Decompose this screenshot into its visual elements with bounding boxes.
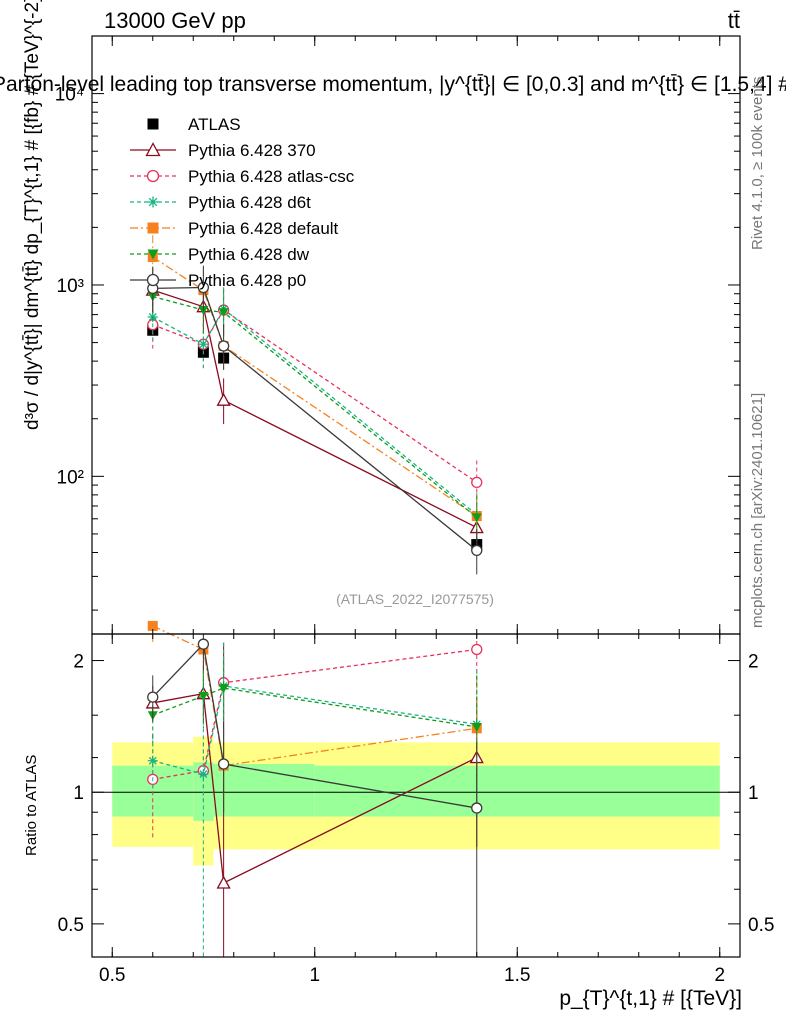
series-point-6-3 bbox=[472, 545, 482, 555]
ratio-tick-label-right-2: 2 bbox=[748, 652, 759, 673]
legend-label-4: Pythia 6.428 default bbox=[188, 219, 339, 238]
series-line-2 bbox=[153, 310, 477, 482]
side-label-bottom: mcplots.cern.ch [arXiv:2401.10621] bbox=[749, 393, 766, 628]
chart-title: Parton-level leading top transverse mome… bbox=[0, 73, 786, 96]
ratio-point-6-0 bbox=[148, 692, 158, 702]
x-tick-label-3: 2 bbox=[714, 965, 725, 986]
x-tick-label-0: 0.5 bbox=[99, 965, 125, 986]
x-tick-label-2: 1.5 bbox=[504, 965, 530, 986]
ratio-y-axis-label: Ratio to ATLAS bbox=[23, 755, 40, 856]
legend-label-2: Pythia 6.428 atlas-csc bbox=[188, 167, 355, 186]
x-tick-label-1: 1 bbox=[309, 965, 320, 986]
ratio-point-6-3 bbox=[472, 803, 482, 813]
ratio-tick-label-right-1: 1 bbox=[748, 783, 759, 804]
y-tick-label-0: 10² bbox=[57, 467, 84, 488]
legend-marker-6 bbox=[148, 275, 159, 286]
series-line-1 bbox=[153, 290, 477, 527]
y-tick-label-2: 10⁴ bbox=[55, 85, 84, 106]
legend-marker-2 bbox=[148, 171, 159, 182]
legend-marker-4 bbox=[148, 223, 159, 234]
legend-marker-0 bbox=[148, 119, 159, 130]
ratio-tick-label-1: 1 bbox=[73, 783, 84, 804]
legend-marker-3 bbox=[148, 197, 159, 208]
ratio-tick-label-0: 0.5 bbox=[58, 915, 84, 936]
legend-label-3: Pythia 6.428 d6t bbox=[188, 193, 311, 212]
y-axis-label: d³σ / d|y^{tt̄}| dm^{tt̄} dp_{T}^{t,1} #… bbox=[22, 0, 43, 430]
legend-label-1: Pythia 6.428 370 bbox=[188, 141, 316, 160]
legend-label-6: Pythia 6.428 p0 bbox=[188, 271, 306, 290]
chart-figure: 13000 GeV pp tt̄ Parton-level leading to… bbox=[0, 0, 786, 1024]
series-point-1-2 bbox=[218, 394, 230, 405]
ratio-tick-label-2: 2 bbox=[73, 652, 84, 673]
ratio-tick-label-right-0: 0.5 bbox=[748, 915, 774, 936]
x-axis-label: p_{T}^{t,1} # [{TeV}] bbox=[559, 987, 742, 1010]
header-right: tt̄ bbox=[728, 8, 740, 33]
y-tick-label-1: 10³ bbox=[57, 276, 84, 297]
inner-band-2 bbox=[214, 764, 315, 816]
series-point-3-1 bbox=[198, 339, 208, 349]
side-label-top: Rivet 4.1.0, ≥ 100k events bbox=[749, 77, 766, 250]
series-point-2-3 bbox=[472, 477, 482, 487]
ratio-point-3-1 bbox=[198, 769, 208, 779]
ratio-point-6-1 bbox=[198, 639, 208, 649]
ratio-point-3-0 bbox=[148, 756, 158, 766]
series-line-6 bbox=[153, 288, 477, 551]
header-left: 13000 GeV pp bbox=[104, 8, 246, 33]
uncertainty-bands bbox=[92, 737, 740, 866]
legend-label-5: Pythia 6.428 dw bbox=[188, 245, 310, 264]
ratio-point-6-2 bbox=[219, 759, 229, 769]
analysis-label: (ATLAS_2022_I2077575) bbox=[336, 591, 494, 607]
series-point-6-2 bbox=[219, 341, 229, 351]
ratio-point-1-2 bbox=[218, 877, 230, 888]
legend-label-0: ATLAS bbox=[188, 115, 241, 134]
ratio-point-2-3 bbox=[472, 644, 482, 654]
